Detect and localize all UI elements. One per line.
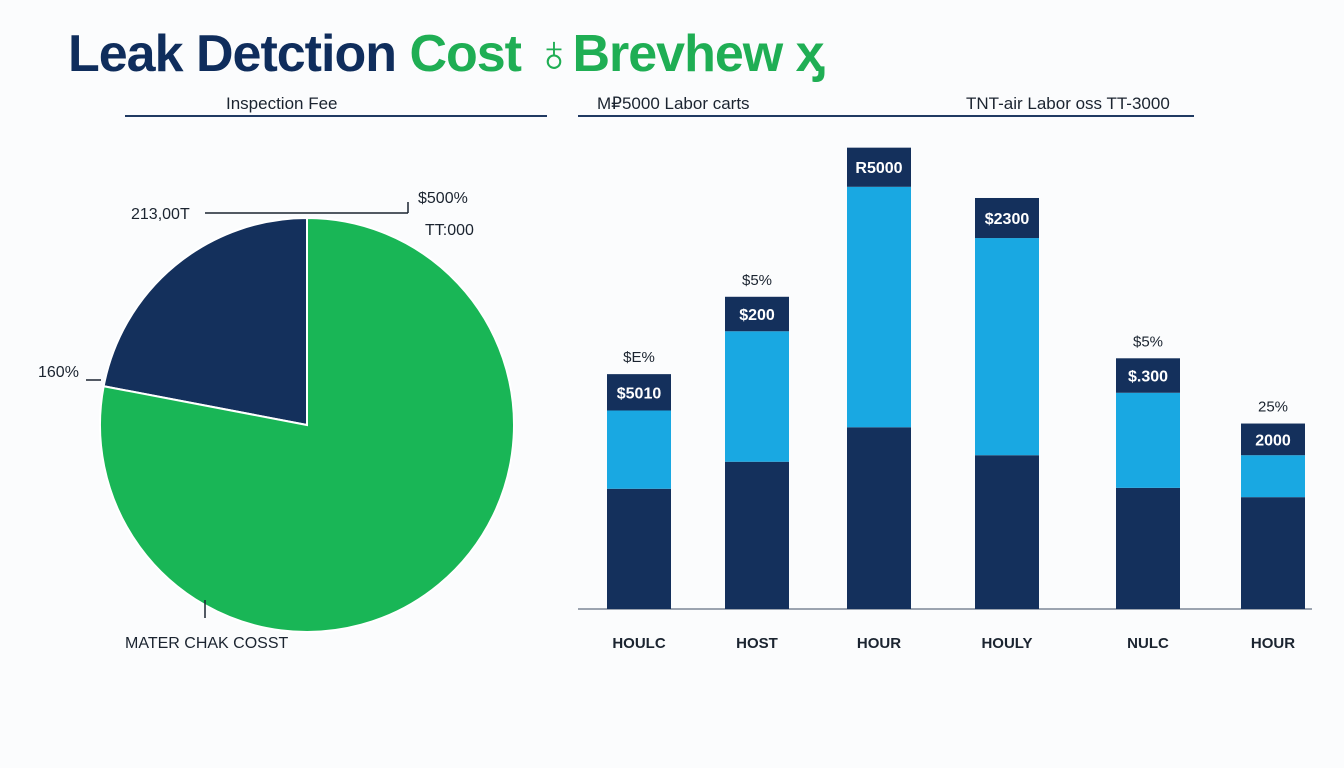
title-part-1: Leak Detction (68, 25, 397, 83)
bar-3-base (847, 427, 911, 609)
pie-label-mater: MATER CHAK COSST (125, 635, 289, 652)
bar-6-base (1241, 497, 1305, 609)
pie-label-160pct: 160% (38, 364, 79, 381)
bar-subtitle-right: TNT-air Labor oss TT-3000 (966, 94, 1170, 113)
bar-2-base (725, 461, 789, 609)
bar-6-value-label: 2000 (1255, 432, 1291, 449)
bar-5-above-label: $5% (1133, 333, 1163, 350)
bar-6-above-label: 25% (1258, 399, 1288, 416)
pie-label-tt000: TT:000 (425, 222, 474, 239)
bar-2-above-label: $5% (742, 272, 772, 289)
bar-3-top (847, 147, 911, 187)
bar-2-top (725, 296, 789, 332)
bar-4-top (975, 197, 1039, 239)
bar-4-value-label: $2300 (985, 211, 1030, 228)
pie-slice-navy (102, 216, 308, 427)
bar-5-top (1116, 358, 1180, 393)
pie-label-500pct: $500% (418, 190, 468, 207)
bar-6-middle (1241, 455, 1305, 498)
bar-subtitle-left: M₽5000 Labor carts (597, 94, 750, 113)
bar-1-middle (607, 410, 671, 489)
bar-subtitle-rule (578, 115, 1194, 117)
x-tick-label-6: HOUR (1251, 635, 1295, 652)
stacked-bar-chart: $5010 $E% HOULC $200 $5% HOST R5000 HOUR $2300 HO… (578, 147, 1312, 652)
bar-4-middle (975, 238, 1039, 456)
bar-3-middle (847, 186, 911, 428)
pie-chart: 213,00T $500% TT:000 160% MATER CHAK COSST (38, 190, 515, 652)
x-tick-label-5: NULC (1127, 635, 1169, 652)
pie-label-213: 213,00T (131, 206, 190, 223)
bar-4-base (975, 455, 1039, 609)
x-tick-label-3: HOUR (857, 635, 901, 652)
pie-subtitle-rule (125, 115, 547, 117)
bar-5-base (1116, 487, 1180, 609)
pie-slice-green (99, 216, 515, 633)
x-tick-label-1: HOULC (612, 635, 665, 652)
bar-1-above-label: $E% (623, 349, 655, 366)
x-tick-label-2: HOST (736, 635, 778, 652)
bar-1-value-label: $5010 (617, 385, 662, 402)
bar-5-value-label: $.300 (1128, 369, 1168, 386)
bar-2-value-label: $200 (739, 307, 775, 324)
bar-5-middle (1116, 392, 1180, 488)
bar-1-base (607, 488, 671, 609)
title-part-2: Cost ♁Brevhew ᶍ (409, 25, 824, 83)
bar-3-value-label: R5000 (855, 160, 902, 177)
bar-6-top (1241, 423, 1305, 456)
bar-2-middle (725, 331, 789, 462)
bar-1-top (607, 374, 671, 411)
x-tick-label-4: HOULY (981, 635, 1032, 652)
page-title: Leak Detction Cost ♁Brevhew ᶍ (68, 22, 825, 86)
pie-subtitle: Inspection Fee (226, 94, 338, 113)
